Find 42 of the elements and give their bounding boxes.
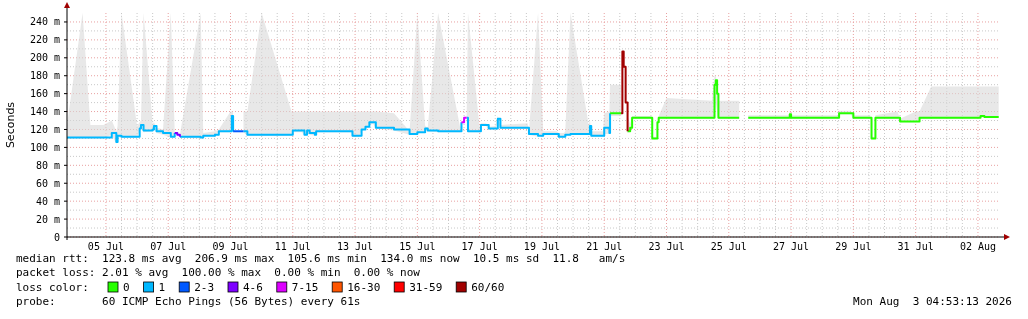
x-tick-label: 05 Jul	[87, 241, 124, 252]
y-axis-title: Seconds	[4, 101, 17, 149]
legend-label: 16-30	[347, 281, 381, 294]
legend-title: loss color:	[16, 281, 89, 294]
x-tick-label: 31 Jul	[897, 241, 934, 252]
legend-label: 31-59	[409, 281, 443, 294]
x-tick-label: 09 Jul	[212, 241, 249, 252]
x-tick-label: 23 Jul	[648, 241, 685, 252]
y-tick-label: 160 m	[29, 88, 60, 100]
y-tick-label: 20 m	[35, 213, 60, 225]
x-tick-label: 27 Jul	[773, 241, 810, 252]
text: packet loss: 2.01 % avg 100.00 % max 0.00 % min 0.00 % now	[16, 266, 421, 279]
y-tick-label: 80 m	[35, 159, 60, 171]
x-tick-label: 17 Jul	[461, 241, 498, 252]
legend-label: 2-3	[194, 281, 215, 294]
legend-label: 7-15	[291, 281, 319, 294]
y-tick-label: 140 m	[29, 106, 60, 118]
text: probe: 60 ICMP Echo Pings (56 Bytes) every 61s	[16, 295, 361, 308]
x-tick-label: 15 Jul	[399, 241, 436, 252]
x-tick-label: 25 Jul	[710, 241, 747, 252]
x-tick-label: 11 Jul	[274, 241, 311, 252]
x-tick-label: 02 Aug	[959, 241, 996, 252]
legend-label: 60/60	[471, 281, 505, 294]
x-tick-label: 19 Jul	[523, 241, 560, 252]
y-tick-label: 240 m	[29, 16, 60, 28]
y-tick-label: 40 m	[35, 195, 60, 207]
y-tick-label: 100 m	[29, 141, 60, 153]
y-tick-label: 220 m	[29, 34, 60, 46]
legend-label: 4-6	[243, 281, 263, 294]
y-tick-label: 0	[53, 231, 60, 243]
legend-label: 1	[158, 281, 166, 294]
x-tick-label: 21 Jul	[586, 241, 623, 252]
legend-label: 0	[123, 281, 130, 294]
x-tick-label: 07 Jul	[150, 241, 187, 252]
text: median rtt: 123.8 ms avg 206.9 ms max 105.6 ms min 134.0 ms now 10.5 ms sd 11.8 am/s	[16, 252, 626, 265]
y-tick-label: 180 m	[29, 70, 60, 82]
y-tick-label: 60 m	[35, 177, 60, 189]
y-tick-label: 120 m	[29, 123, 60, 135]
y-tick-label: 200 m	[29, 52, 60, 64]
text: Mon Aug 3 04:53:13 2026	[853, 295, 1012, 308]
x-tick-label: 13 Jul	[337, 241, 374, 252]
x-tick-label: 29 Jul	[835, 241, 872, 252]
